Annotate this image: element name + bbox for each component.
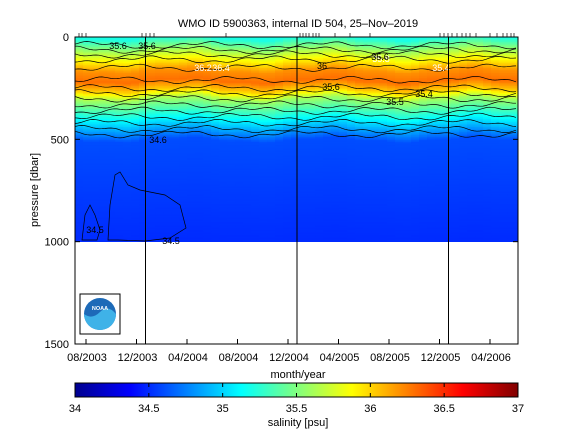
deep-contour-loop-small (81, 204, 101, 241)
colorbar-tick-label: 36.5 (433, 403, 454, 415)
colorbar-tick-label: 35 (217, 403, 229, 415)
contour-lines (75, 41, 517, 139)
y-tick-label: 500 (51, 134, 69, 146)
x-tick-label: 04/2005 (320, 352, 360, 364)
x-tick-label: 08/2005 (370, 352, 410, 364)
plot-frame (74, 36, 519, 345)
contour-labels: 35.636.436.235.835.435.635.63635.535.635… (86, 41, 450, 246)
x-tick-label: 08/2003 (67, 352, 107, 364)
x-tick-label: 04/2004 (168, 352, 208, 364)
chart-title: WMO ID 5900363, internal ID 504, 25–Nov–… (178, 18, 418, 30)
colorbar-label: salinity [psu] (268, 417, 329, 429)
year-markers (145, 37, 449, 344)
x-tick-label: 12/2003 (118, 352, 158, 364)
y-tick-label: 1000 (45, 237, 69, 249)
y-tick-label: 1500 (45, 339, 69, 351)
y-axis-label: pressure [dbar] (29, 153, 41, 227)
colorbar-tick-label: 36 (364, 403, 376, 415)
salinity-field (75, 37, 518, 242)
colorbar-tick-label: 34 (69, 403, 81, 415)
noaa-logo: NOAA (79, 293, 121, 335)
y-tick-label: 0 (63, 32, 69, 44)
y-axis: 0 500 1000 1500 (45, 32, 518, 351)
x-tick-label: 08/2004 (219, 352, 259, 364)
colorbar-tick-label: 37 (512, 403, 524, 415)
x-axis: 08/2003 12/2003 04/2004 08/2004 12/2004 04/20… (67, 339, 511, 364)
colorbar-tick-label: 35.5 (286, 403, 307, 415)
x-tick-label: 12/2004 (269, 352, 309, 364)
profile-ticks (78, 33, 515, 37)
colorbar-ticks: 34 34.5 35 35.5 36 36.5 37 (69, 383, 524, 415)
x-axis-label: month/year (270, 369, 325, 381)
x-tick-label: 04/2006 (471, 352, 511, 364)
x-tick-label: 12/2005 (421, 352, 461, 364)
colorbar-tick-label: 34.5 (138, 403, 159, 415)
